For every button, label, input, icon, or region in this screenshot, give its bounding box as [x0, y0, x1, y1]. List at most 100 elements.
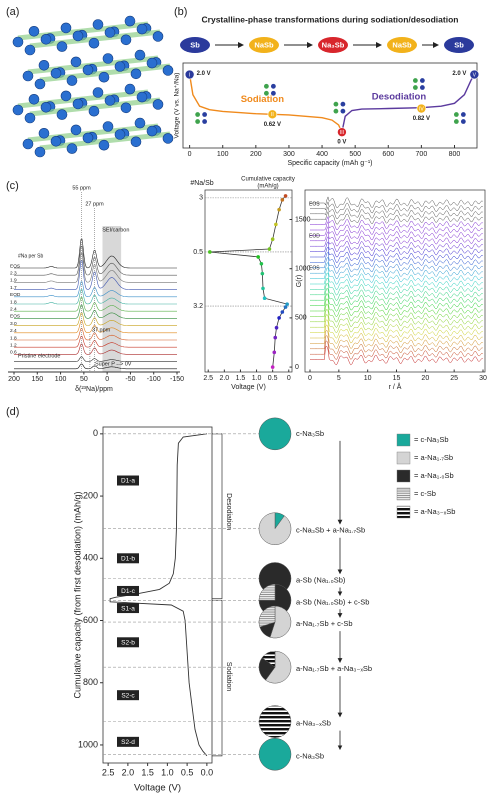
bracket	[212, 433, 223, 600]
x-tick-label: 0	[188, 151, 192, 158]
atom	[98, 71, 110, 83]
inset-atom	[270, 90, 276, 96]
voltage-curve	[109, 433, 208, 757]
state-marker	[184, 69, 195, 80]
data-point	[262, 296, 267, 301]
bottom-label: Pristine electrode	[18, 353, 61, 359]
region-label: D1-b	[121, 556, 135, 563]
state-marker	[267, 109, 278, 120]
nmr-spectrum	[14, 320, 177, 334]
state-label: EOS	[309, 201, 320, 207]
data-point	[285, 302, 289, 306]
inset-atom	[263, 83, 269, 89]
peak-label: 37 ppm	[92, 327, 111, 333]
x-tick-label: 50	[80, 376, 88, 383]
pie-slice	[258, 417, 292, 451]
x-tick-label: 1.5	[236, 375, 246, 382]
data-point	[277, 207, 281, 212]
atom	[130, 68, 142, 80]
panel-label: (c)	[6, 180, 19, 192]
data-point	[280, 310, 285, 314]
pdf-curve	[310, 215, 483, 230]
pdf-curve	[310, 220, 483, 236]
data-point	[280, 198, 285, 202]
atom	[162, 133, 174, 144]
state-marker	[416, 103, 427, 114]
marker-value: 0.82 V	[413, 116, 430, 122]
y-tick-label: 1000	[78, 739, 98, 749]
pdf-curve	[310, 206, 483, 219]
atom	[102, 53, 114, 64]
atom	[12, 36, 24, 48]
nmr-spectrum	[14, 312, 177, 326]
atom	[22, 138, 34, 150]
atom	[40, 33, 52, 45]
panel-label: (a)	[6, 6, 19, 18]
region-badge	[117, 690, 139, 701]
phase-badge	[249, 37, 279, 53]
nmr-spectrum	[14, 253, 177, 283]
y-axis-label: Voltage (V vs. Na⁺/Na)	[174, 73, 181, 139]
atom	[124, 15, 136, 27]
bottom-label: Super P --> 0V	[95, 361, 132, 367]
pdf-curve	[310, 329, 483, 350]
legend-label: = a-Na₁.₀Sb	[414, 471, 454, 480]
peak-label: 55 ppm	[72, 185, 91, 191]
inset-atom	[453, 112, 459, 117]
shaded-region	[102, 226, 122, 372]
pdf-curve	[310, 324, 483, 344]
nmr-spectrum	[14, 281, 177, 298]
data-point	[260, 271, 265, 276]
inset-atom	[419, 78, 425, 83]
x-tick-label: 400	[316, 151, 328, 158]
atom	[104, 95, 116, 106]
x-tick-label: 0	[308, 375, 312, 382]
pie-slice	[258, 738, 292, 771]
x-tick-label: 600	[382, 151, 394, 158]
marker-label: III	[340, 130, 344, 136]
pdf-curve	[310, 303, 483, 323]
phase-label: NaSb	[254, 40, 274, 49]
x-tick-label: 500	[349, 151, 361, 158]
nmr-spectrum	[14, 260, 177, 290]
inset-atom	[460, 112, 466, 117]
x-tick-label: 200	[8, 376, 20, 383]
nmr-spectrum	[14, 289, 177, 305]
state-label: EOS	[309, 265, 320, 271]
atom	[88, 105, 100, 117]
phase-composition: a-Na₁.₇Sb + c-Sb	[296, 619, 353, 628]
atom	[66, 143, 78, 154]
marker-label: II	[271, 112, 274, 118]
process-label: Sodiation	[225, 662, 232, 691]
marker-value: 0.62 V	[264, 122, 281, 128]
peak-label: 27 ppm	[85, 201, 104, 207]
pdf-curve	[310, 196, 483, 208]
atom	[92, 87, 104, 98]
x-tick-label: 0.5	[181, 767, 194, 777]
atom	[124, 83, 136, 95]
inset-atom	[340, 101, 346, 107]
atom	[50, 68, 62, 79]
y-axis-label: G(r)	[296, 275, 303, 287]
y-axis-label: Cumulative capacity (from first desodiat…	[72, 491, 82, 698]
state-label: EOD	[309, 233, 320, 239]
atom	[88, 37, 100, 49]
y-tick-label: 600	[83, 615, 98, 625]
atom	[66, 75, 78, 86]
region-label: S2-b	[121, 640, 135, 647]
phase-composition: a-Na₁.₇Sb + a-Na₃₋ₓSb	[296, 664, 372, 673]
atom	[152, 99, 164, 110]
atom	[136, 91, 148, 103]
row-label: 2.4	[10, 306, 17, 312]
marker-label: IV	[419, 106, 424, 112]
phase-badge	[387, 37, 417, 53]
pdf-curve	[310, 210, 483, 225]
nmr-spectrum	[14, 335, 177, 348]
nmr-spectrum	[14, 304, 177, 319]
phase-badge	[180, 37, 210, 53]
region-label: S2-d	[121, 739, 135, 746]
pdf-curve	[310, 251, 483, 269]
pdf-curve	[310, 308, 483, 328]
legend-label: = a-Na₁.₇Sb	[414, 453, 453, 462]
